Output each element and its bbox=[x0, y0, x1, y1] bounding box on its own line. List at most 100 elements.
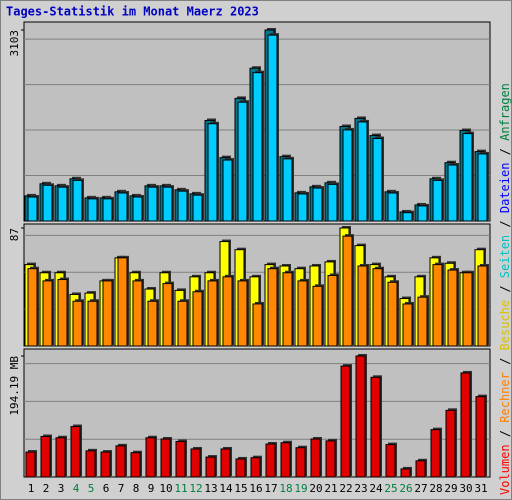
bar bbox=[40, 435, 51, 478]
x-tick-label: 3 bbox=[58, 482, 65, 495]
bar bbox=[402, 303, 413, 347]
bar bbox=[237, 101, 248, 222]
bar bbox=[402, 212, 413, 222]
legend-separator: / bbox=[498, 278, 512, 300]
bar bbox=[312, 285, 323, 347]
bar bbox=[312, 187, 323, 222]
legend-entry: Besuche bbox=[498, 300, 512, 351]
bar bbox=[177, 190, 188, 222]
bar bbox=[100, 451, 111, 478]
bar bbox=[342, 235, 353, 347]
bar bbox=[72, 179, 83, 222]
legend-separator: / bbox=[498, 350, 512, 372]
bar bbox=[145, 437, 156, 478]
bar bbox=[327, 183, 338, 222]
x-tick-label: 16 bbox=[249, 482, 262, 495]
bar bbox=[207, 280, 218, 347]
x-tick-label: 24 bbox=[369, 482, 383, 495]
bar bbox=[385, 444, 396, 478]
bar bbox=[132, 280, 143, 347]
bar bbox=[372, 138, 383, 222]
bar bbox=[387, 281, 398, 347]
x-tick-label: 20 bbox=[309, 482, 322, 495]
y-tick-label: 87 bbox=[8, 228, 21, 241]
bar bbox=[42, 184, 53, 222]
bar bbox=[27, 268, 38, 347]
bar bbox=[222, 159, 233, 222]
bar bbox=[387, 192, 398, 222]
x-tick-label: 14 bbox=[219, 482, 233, 495]
legend-entry: Seiten bbox=[498, 235, 512, 278]
x-tick-label: 21 bbox=[324, 482, 337, 495]
x-tick-label: 27 bbox=[414, 482, 427, 495]
bar bbox=[447, 269, 458, 347]
x-tick-label: 1 bbox=[28, 482, 35, 495]
x-tick-label: 31 bbox=[474, 482, 487, 495]
bar bbox=[162, 186, 173, 222]
bar bbox=[250, 457, 261, 478]
bar bbox=[297, 280, 308, 347]
bar bbox=[342, 129, 353, 222]
bar bbox=[177, 300, 188, 347]
bar bbox=[57, 279, 68, 347]
legend-entry: Rechner bbox=[498, 372, 512, 423]
bar bbox=[252, 72, 263, 222]
legend: Volumen / Rechner / Besuche / Seiten / D… bbox=[498, 83, 512, 495]
x-tick-label: 4 bbox=[73, 482, 80, 495]
bar bbox=[85, 450, 96, 478]
bar bbox=[160, 438, 171, 478]
bar bbox=[445, 409, 456, 478]
bar bbox=[252, 303, 263, 347]
bar bbox=[460, 372, 471, 478]
bar bbox=[325, 440, 336, 478]
bar bbox=[25, 451, 36, 478]
x-tick-label: 26 bbox=[399, 482, 412, 495]
bar bbox=[462, 133, 473, 222]
x-tick-label: 10 bbox=[159, 482, 172, 495]
legend-separator: / bbox=[498, 141, 512, 163]
bar bbox=[475, 396, 486, 478]
legend-entry: Volumen bbox=[498, 444, 512, 495]
x-tick-label: 19 bbox=[294, 482, 307, 495]
bar bbox=[132, 196, 143, 222]
bar bbox=[282, 272, 293, 347]
bar bbox=[102, 198, 113, 222]
y-tick-label: 3103 bbox=[8, 30, 21, 57]
bar bbox=[117, 257, 128, 347]
legend-entry: Dateien bbox=[498, 163, 512, 214]
bar bbox=[282, 158, 293, 222]
bar bbox=[117, 192, 128, 222]
x-tick-label: 22 bbox=[339, 482, 352, 495]
bar bbox=[70, 426, 81, 478]
bar bbox=[87, 198, 98, 222]
bar bbox=[27, 196, 38, 222]
legend-separator: / bbox=[498, 213, 512, 235]
bar bbox=[220, 448, 231, 478]
bar bbox=[310, 438, 321, 478]
bar bbox=[130, 452, 141, 478]
bar bbox=[477, 265, 488, 347]
x-tick-label: 28 bbox=[429, 482, 442, 495]
bar bbox=[417, 296, 428, 347]
bar bbox=[192, 291, 203, 347]
x-tick-label: 2 bbox=[43, 482, 50, 495]
bar bbox=[175, 440, 186, 478]
x-tick-label: 23 bbox=[354, 482, 367, 495]
bar bbox=[417, 205, 428, 222]
bar bbox=[57, 186, 68, 222]
x-tick-label: 5 bbox=[88, 482, 95, 495]
bar bbox=[280, 442, 291, 478]
bar bbox=[267, 34, 278, 222]
bar bbox=[162, 283, 173, 347]
bar bbox=[355, 355, 366, 478]
y-tick-label: 194.19 MB bbox=[8, 356, 21, 416]
bar bbox=[327, 274, 338, 347]
legend-separator: / bbox=[498, 423, 512, 445]
x-tick-label: 8 bbox=[133, 482, 140, 495]
x-tick-label: 17 bbox=[264, 482, 277, 495]
bar bbox=[372, 268, 383, 347]
bar bbox=[432, 264, 443, 347]
bar bbox=[295, 447, 306, 478]
bar bbox=[267, 268, 278, 347]
